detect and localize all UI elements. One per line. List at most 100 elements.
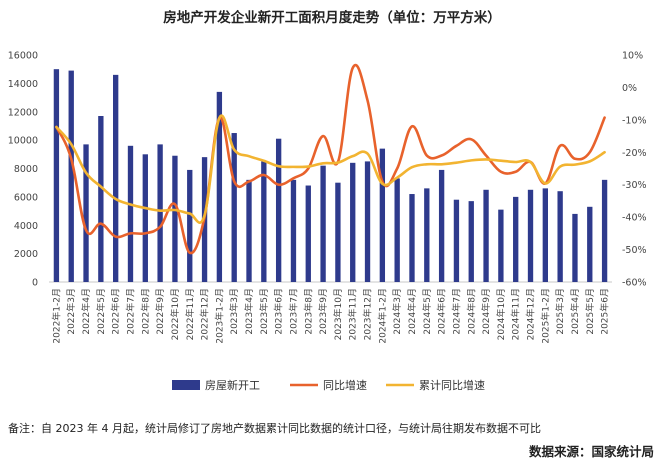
x-tick-label: 2024年4月 bbox=[406, 288, 418, 335]
chart-title: 房地产开发企业新开工面积月度走势（单位：万平方米） bbox=[163, 10, 501, 26]
legend-swatch-bar bbox=[172, 380, 200, 390]
bar-new-construction bbox=[127, 145, 134, 282]
left-y-tick-label: 2000 bbox=[14, 249, 38, 260]
right-y-tick-label: -60% bbox=[622, 278, 647, 289]
x-tick-label: 2022年11月 bbox=[184, 288, 196, 340]
right-y-tick-label: 0% bbox=[622, 83, 637, 94]
x-tick-label: 2022年12月 bbox=[199, 288, 211, 340]
x-tick-label: 2023年3月 bbox=[228, 288, 240, 335]
bar-new-construction bbox=[513, 196, 519, 282]
bar-new-construction bbox=[320, 165, 326, 282]
x-tick-label: 2022年7月 bbox=[124, 288, 136, 335]
x-tick-label: 2024年1-2月 bbox=[376, 288, 388, 344]
bar-series-new-construction bbox=[53, 69, 608, 282]
bar-new-construction bbox=[409, 194, 415, 282]
left-y-tick-label: 12000 bbox=[8, 107, 38, 118]
right-y-tick-label: -50% bbox=[622, 245, 647, 256]
bar-new-construction bbox=[53, 69, 60, 282]
left-y-tick-label: 0 bbox=[32, 278, 38, 289]
bar-new-construction bbox=[157, 144, 163, 282]
bar-new-construction bbox=[187, 169, 193, 282]
bar-new-construction bbox=[261, 161, 267, 282]
right-y-tick-label: 10% bbox=[622, 51, 643, 62]
x-tick-label: 2022年8月 bbox=[139, 288, 151, 335]
x-tick-label: 2024年5月 bbox=[421, 288, 433, 335]
bar-new-construction bbox=[275, 138, 282, 282]
right-y-axis: -60% -50% -40% -30% -20% -10% 0% 10% bbox=[622, 51, 647, 289]
x-tick-label: 2023年9月 bbox=[317, 288, 329, 335]
x-tick-label: 2025年5月 bbox=[584, 288, 596, 335]
chart-legend: 房屋新开工 同比增速 累计同比增速 bbox=[172, 378, 485, 392]
bar-new-construction bbox=[216, 91, 223, 282]
x-tick-label: 2024年7月 bbox=[450, 288, 462, 335]
bar-new-construction bbox=[379, 148, 386, 282]
x-tick-label: 2023年6月 bbox=[273, 288, 285, 335]
x-tick-label: 2023年5月 bbox=[258, 288, 270, 335]
chart-canvas: 0 2000 4000 6000 8000 10000 12000 14000 16000 -6… bbox=[8, 51, 647, 393]
left-y-tick-label: 4000 bbox=[14, 221, 38, 232]
bar-new-construction bbox=[68, 70, 74, 282]
x-tick-label: 2022年10月 bbox=[169, 288, 181, 340]
bar-new-construction bbox=[587, 206, 593, 282]
left-y-tick-label: 8000 bbox=[14, 164, 38, 175]
x-tick-label: 2023年10月 bbox=[332, 288, 344, 340]
bar-new-construction bbox=[572, 213, 578, 282]
bar-new-construction bbox=[498, 209, 504, 282]
x-tick-label: 2023年11月 bbox=[347, 288, 359, 340]
x-tick-label: 2024年3月 bbox=[391, 288, 403, 335]
x-tick-label: 2022年4月 bbox=[80, 288, 92, 335]
left-y-tick-label: 10000 bbox=[8, 136, 38, 147]
right-y-tick-label: -10% bbox=[622, 115, 647, 126]
bar-new-construction bbox=[290, 179, 297, 282]
x-tick-label: 2025年3月 bbox=[554, 288, 566, 335]
bar-new-construction bbox=[601, 179, 608, 282]
left-y-tick-label: 16000 bbox=[8, 51, 38, 62]
bar-new-construction bbox=[394, 178, 400, 282]
x-tick-label: 2024年12月 bbox=[525, 288, 537, 340]
legend-label: 累计同比增速 bbox=[419, 378, 485, 392]
bar-new-construction bbox=[172, 155, 178, 282]
x-tick-label: 2025年1-2月 bbox=[539, 288, 551, 344]
bar-new-construction bbox=[364, 161, 371, 282]
x-tick-label: 2024年10月 bbox=[495, 288, 507, 340]
x-tick-label: 2022年9月 bbox=[154, 288, 166, 335]
bar-new-construction bbox=[438, 169, 445, 282]
legend-label: 同比增速 bbox=[323, 378, 367, 392]
x-axis-tick-labels: 2022年1-2月 2022年3月 2022年4月 2022年5月 2022年6月 202… bbox=[50, 288, 610, 344]
x-tick-label: 2024年11月 bbox=[510, 288, 522, 340]
left-y-axis: 0 2000 4000 6000 8000 10000 12000 14000 16000 bbox=[8, 51, 38, 289]
bar-new-construction bbox=[424, 188, 430, 282]
right-y-tick-label: -40% bbox=[622, 213, 647, 224]
x-tick-label: 2023年7月 bbox=[287, 288, 299, 335]
x-tick-label: 2023年12月 bbox=[362, 288, 374, 340]
bar-new-construction bbox=[113, 74, 119, 282]
x-tick-label: 2022年3月 bbox=[65, 288, 77, 335]
x-tick-label: 2024年8月 bbox=[465, 288, 477, 335]
footnote: 备注：自 2023 年 4 月起，统计局修订了房地产数据累计同比数据的统计口径，… bbox=[8, 422, 541, 435]
x-tick-label: 2022年6月 bbox=[110, 288, 122, 335]
left-y-tick-label: 14000 bbox=[8, 79, 38, 90]
legend-label: 房屋新开工 bbox=[205, 378, 260, 392]
bar-new-construction bbox=[542, 188, 548, 282]
line-cumulative-yoy-growth bbox=[55, 114, 606, 224]
bar-new-construction bbox=[483, 189, 489, 282]
bar-new-construction bbox=[142, 154, 148, 282]
bar-new-construction bbox=[246, 179, 252, 282]
line-yoy-growth bbox=[55, 64, 606, 255]
bar-new-construction bbox=[527, 189, 534, 282]
right-y-tick-label: -20% bbox=[622, 148, 647, 159]
data-source: 数据来源：国家统计局 bbox=[528, 444, 654, 459]
bar-new-construction bbox=[305, 185, 311, 282]
bar-new-construction bbox=[231, 133, 237, 282]
bar-new-construction bbox=[335, 182, 341, 282]
right-y-tick-label: -30% bbox=[622, 180, 647, 191]
bar-new-construction bbox=[350, 162, 356, 282]
left-y-tick-label: 6000 bbox=[14, 192, 38, 203]
x-tick-label: 2023年1-2月 bbox=[213, 288, 225, 344]
bar-new-construction bbox=[453, 199, 460, 282]
x-tick-label: 2024年6月 bbox=[436, 288, 448, 335]
x-tick-label: 2022年1-2月 bbox=[50, 288, 62, 344]
line-series-group bbox=[55, 64, 606, 255]
bar-new-construction bbox=[468, 201, 474, 282]
bar-new-construction bbox=[83, 144, 89, 282]
